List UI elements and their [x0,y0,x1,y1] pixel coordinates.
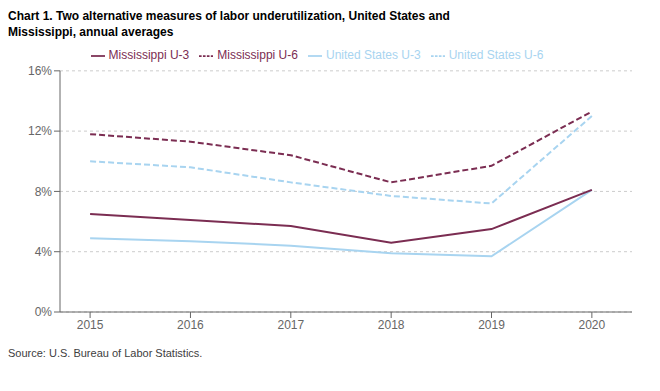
svg-text:2020: 2020 [579,318,606,332]
html-text:Source: U.S. Bureau of Labor S: Source: U.S. Bureau of Labor Statistics. [8,347,203,359]
svg-text:4%: 4% [35,245,53,259]
html-text:Mississippi, annual averages: Mississippi, annual averages [8,25,174,39]
html-text:United States U-3: United States U-3 [326,48,421,62]
svg-text:16%: 16% [28,64,52,78]
svg-text:2015: 2015 [77,318,104,332]
html-text:Mississippi U-3: Mississippi U-3 [108,48,190,62]
svg-text:2016: 2016 [177,318,204,332]
svg-text:8%: 8% [35,185,53,199]
html-text:United States U-6: United States U-6 [448,48,544,62]
svg-text:12%: 12% [28,124,52,138]
html-text:Mississippi U-6: Mississippi U-6 [217,48,298,62]
svg-text:2019: 2019 [478,318,505,332]
html-text:Chart 1. Two alternative measu: Chart 1. Two alternative measures of lab… [8,9,450,23]
svg-text:2017: 2017 [277,318,304,332]
svg-text:2018: 2018 [378,318,405,332]
svg-text:0%: 0% [35,305,53,319]
